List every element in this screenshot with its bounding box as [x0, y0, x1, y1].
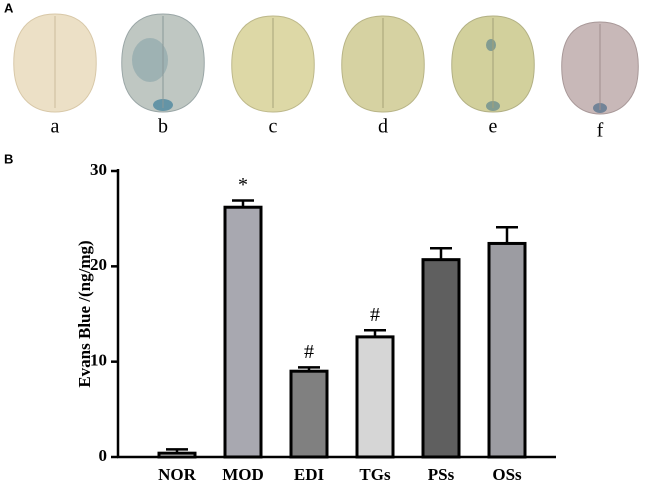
x-tick-label: OSs	[492, 465, 522, 484]
brain-d	[341, 15, 425, 113]
image-label: b	[158, 116, 168, 138]
panel-label: A	[4, 0, 14, 15]
x-tick-label: EDI	[294, 465, 325, 484]
image-label: d	[378, 116, 388, 138]
brain-c	[231, 15, 315, 113]
x-tick-label: MOD	[222, 465, 264, 484]
brain-b	[121, 13, 205, 113]
significance-mark: *	[238, 174, 248, 196]
panel-label: B	[4, 151, 13, 166]
x-tick-label: PSs	[428, 465, 455, 484]
bar	[289, 369, 329, 459]
brain-photos	[13, 13, 639, 115]
y-tick-label: 0	[99, 446, 108, 465]
bar	[421, 258, 461, 459]
x-tick-label: TGs	[359, 465, 391, 484]
y-tick-label: 30	[90, 160, 107, 179]
significance-mark: #	[370, 304, 380, 326]
brain-e	[451, 15, 535, 113]
bar	[487, 241, 527, 459]
x-tick-label: NOR	[158, 465, 197, 484]
bar	[355, 335, 395, 459]
image-label: f	[597, 120, 604, 142]
y-tick-label: 10	[90, 351, 107, 370]
bar	[223, 205, 263, 459]
image-label: e	[489, 116, 498, 138]
brain-a	[13, 13, 97, 113]
image-label: c	[269, 116, 278, 138]
bar	[157, 451, 197, 459]
y-tick-label: 20	[90, 255, 107, 274]
y-axis-title: Evans Blue /(ng/mg)	[75, 240, 94, 387]
significance-mark: #	[304, 341, 314, 363]
image-label: a	[51, 116, 60, 138]
brain-f	[561, 21, 639, 115]
